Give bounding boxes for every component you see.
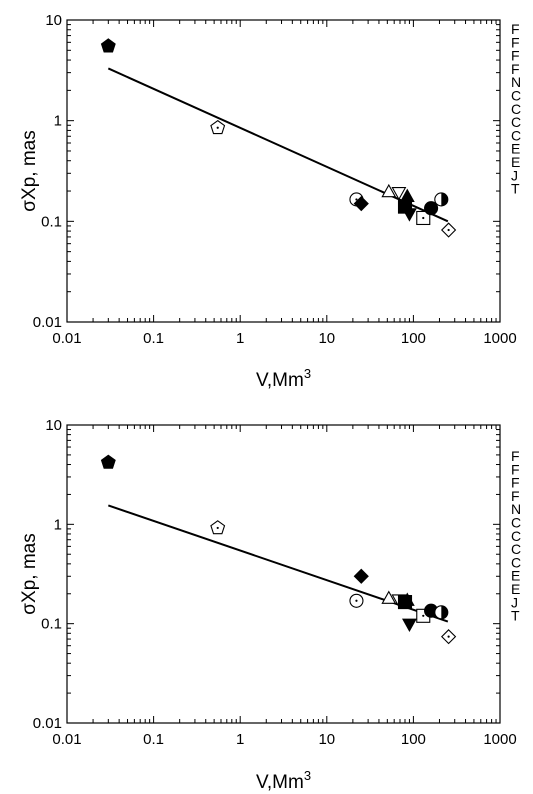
y-tick-label: 0.1: [41, 213, 62, 230]
y-axis-label: σXp, mas: [19, 130, 40, 211]
data-point-diamond-dot: [441, 629, 457, 645]
data-point-triangle-down-open: [391, 187, 407, 201]
legend-entry: N: [511, 501, 521, 517]
data-point-pentagon-filled: [100, 454, 116, 469]
data-point-pentagon-dot: [210, 520, 226, 535]
legend-entry: E: [511, 154, 520, 170]
plot-frame: [66, 19, 501, 323]
x-tick-label: 100: [401, 330, 426, 347]
data-point-square-filled: [397, 199, 413, 214]
data-point-diamond-dot: [441, 222, 457, 238]
x-tick-label: 1: [236, 330, 244, 347]
x-tick-label: 10: [318, 330, 335, 347]
y-tick-label: 0.1: [41, 616, 62, 633]
x-tick-label: 1000: [483, 731, 516, 748]
chart-panel-2: 0.01 0.1 1 10 100 1000 0.01 0.1 1 10 V,Mm3 σXp, mas…: [19, 417, 521, 793]
data-point-diamond-filled: [353, 196, 369, 212]
x-tick-label: 0.01: [52, 330, 81, 347]
y-tick-label: 10: [45, 12, 62, 29]
y-tick-label: 1: [54, 113, 62, 130]
legend-entry: C: [511, 127, 521, 143]
legend-entry: F: [511, 34, 520, 50]
data-point-diamond-filled: [353, 568, 369, 584]
legend-entry: F: [511, 461, 520, 477]
data-point-triangle-up-open: [381, 590, 397, 604]
legend-entry: F: [511, 21, 520, 37]
legend-entry: C: [511, 101, 521, 117]
legend-entry: C: [511, 88, 521, 104]
x-tick-label: 1000: [483, 330, 516, 347]
fit-line: [107, 67, 449, 223]
legend-entry: J: [511, 167, 518, 183]
data-point-square-filled: [397, 595, 413, 610]
legend-entry: F: [511, 48, 520, 64]
y-tick-label: 0.01: [33, 314, 62, 331]
legend-entry: F: [511, 475, 520, 491]
legend-entry: E: [511, 581, 520, 597]
data-point-triangle-up-open: [381, 183, 397, 198]
y-axis-label: σXp, mas: [19, 533, 40, 614]
x-tick-label: 1: [236, 731, 244, 748]
legend-entry: C: [511, 528, 521, 544]
legend-entry: C: [511, 541, 521, 557]
data-point-triangle-down-filled: [402, 618, 417, 632]
legend-entry: C: [511, 515, 521, 531]
axis-ticks: [66, 20, 500, 323]
data-point-pentagon-filled: [100, 38, 116, 53]
axis-ticks: [66, 425, 500, 724]
y-tick-label: 0.01: [33, 715, 62, 732]
y-tick-label: 10: [45, 417, 62, 434]
legend-entry: T: [511, 181, 520, 197]
plot-frame: [66, 424, 501, 724]
legend-entry: C: [511, 114, 521, 130]
legend-entry: N: [511, 74, 521, 90]
chart-panel-1: 0.01 0.1 1 10 100 1000 0.01 0.1 1 10 V,Mm3 σXp, mas…: [19, 12, 521, 391]
legend-entry: J: [511, 594, 518, 610]
data-point-circle-half: [434, 192, 449, 207]
data-point-square-dot: [416, 210, 431, 226]
x-tick-label: 100: [401, 731, 426, 748]
x-axis-label: V,Mm3: [256, 768, 311, 793]
data-point-pentagon-dot: [210, 119, 226, 135]
legend-entry: F: [511, 61, 520, 77]
legend-entry: C: [511, 554, 521, 570]
legend-entry: F: [511, 448, 520, 464]
x-tick-label: 10: [318, 731, 335, 748]
x-tick-label: 0.1: [143, 330, 164, 347]
legend-entry: E: [511, 141, 520, 157]
data-point-circle-half: [434, 605, 449, 620]
x-tick-label: 0.1: [143, 731, 164, 748]
legend-entry: E: [511, 568, 520, 584]
data-point-circle-dot: [349, 593, 364, 608]
legend-entry: T: [511, 608, 520, 624]
x-tick-label: 0.01: [52, 731, 81, 748]
x-axis-label: V,Mm3: [256, 366, 311, 391]
legend-entry: F: [511, 488, 520, 504]
data-point-circle-filled: [424, 201, 439, 216]
y-tick-label: 1: [54, 516, 62, 533]
